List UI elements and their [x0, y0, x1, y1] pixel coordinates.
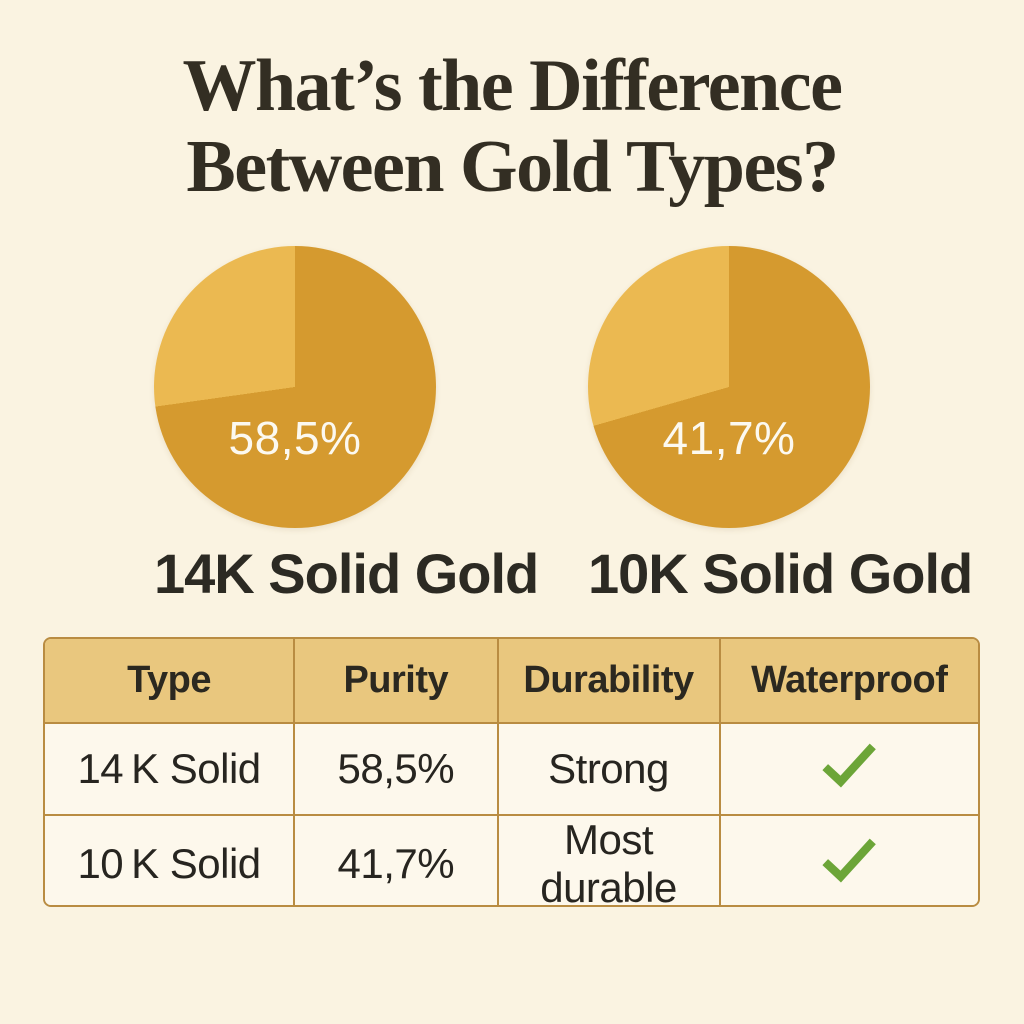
cell-waterproof-10k — [719, 815, 978, 905]
checkmark-icon — [822, 743, 877, 788]
cell-durability-10k: Most durable — [497, 815, 721, 905]
page-title: What’s the Difference Between Gold Types… — [0, 0, 1024, 208]
cell-durability-14k: Strong — [497, 723, 721, 815]
title-line-2: Between Gold Types? — [186, 126, 839, 208]
pie-chart-10k-solid-gold: 41,7% — [588, 246, 870, 528]
table-row-14k: 14 K Solid 58,5% Strong — [45, 723, 978, 815]
pie-group-10k: 41,7% 10K Solid Gold — [588, 246, 973, 606]
pie-group-14k: 58,5% 14K Solid Gold — [154, 246, 539, 606]
table-header-row: Type Purity Durability Waterproof — [45, 639, 978, 723]
pie-chart-14k-solid-gold: 58,5% — [154, 246, 436, 528]
checkmark-icon — [822, 838, 877, 883]
pie-percentage-label-10k: 41,7% — [662, 411, 796, 464]
cell-purity-10k: 41,7% — [294, 815, 499, 905]
comparison-table-container: Type Purity Durability Waterproof 14 K S… — [43, 637, 980, 907]
header-cell-durability: Durability — [497, 639, 721, 723]
cell-type-14k: 14 K Solid — [45, 723, 296, 815]
cell-purity-14k: 58,5% — [294, 723, 499, 815]
pie-caption-10k: 10K Solid Gold — [588, 542, 973, 605]
pie-caption-14k: 14K Solid Gold — [154, 542, 539, 605]
pie-charts-row: 58,5% 14K Solid Gold 41,7% 10K Solid Gol… — [0, 246, 1024, 606]
cell-type-10k: 10 K Solid — [45, 815, 296, 905]
title-line-1: What’s the Difference — [182, 45, 843, 127]
cell-waterproof-14k — [719, 723, 978, 815]
header-cell-waterproof: Waterproof — [719, 639, 978, 723]
comparison-table: Type Purity Durability Waterproof 14 K S… — [45, 639, 978, 905]
header-cell-type: Type — [45, 639, 296, 723]
table-row-10k: 10 K Solid 41,7% Most durable — [45, 815, 978, 905]
pie-percentage-label-14k: 58,5% — [228, 411, 362, 464]
header-cell-purity: Purity — [294, 639, 499, 723]
